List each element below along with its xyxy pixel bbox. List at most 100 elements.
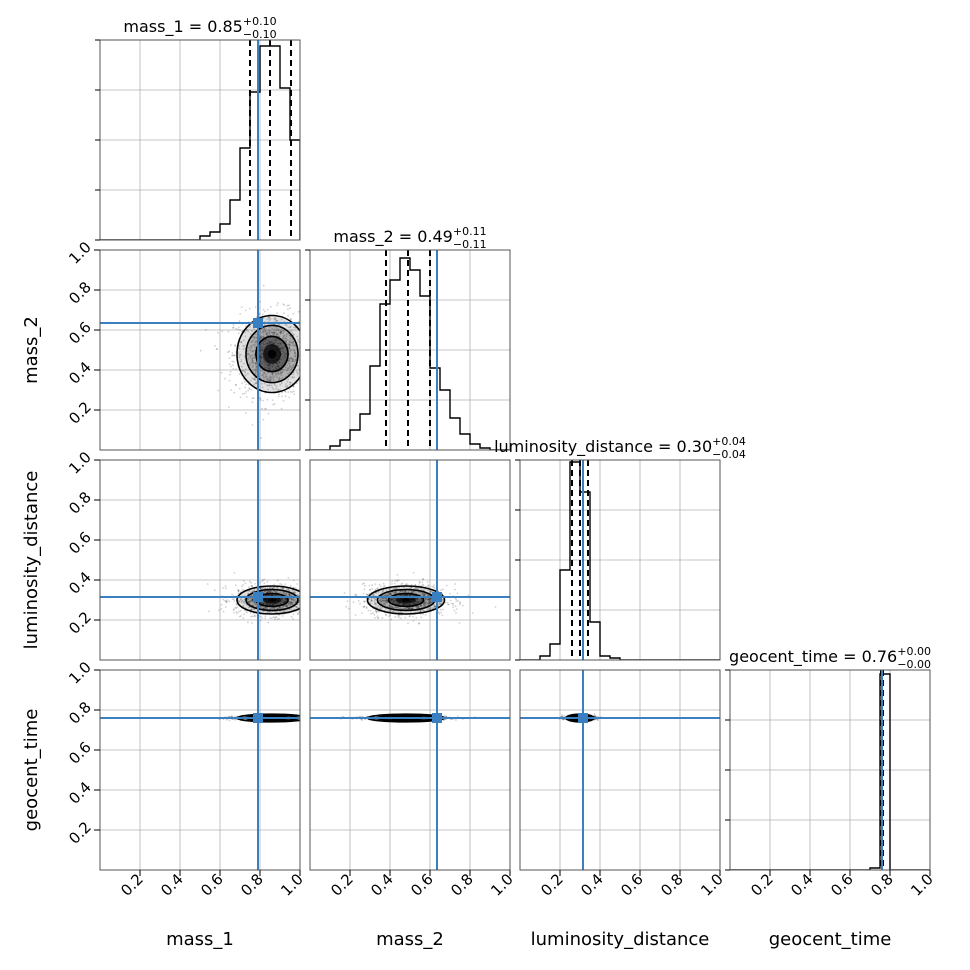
scatter-point: [263, 602, 266, 605]
scatter-point: [391, 583, 393, 585]
scatter-point: [379, 605, 381, 608]
scatter-point: [423, 601, 426, 603]
scatter-point: [265, 366, 268, 369]
scatter-point: [282, 599, 285, 602]
scatter-point: [238, 387, 241, 390]
scatter-point: [406, 603, 409, 606]
scatter-point: [422, 609, 425, 612]
scatter-point: [402, 603, 405, 606]
scatter-point: [415, 597, 417, 600]
scatter-point: [394, 591, 397, 594]
scatter-point: [384, 599, 387, 602]
scatter-point: [391, 599, 393, 602]
scatter-point: [290, 599, 293, 602]
scatter-point: [427, 602, 430, 605]
scatter-point: [232, 354, 235, 357]
scatter-point: [284, 337, 287, 340]
scatter-point: [429, 603, 432, 605]
scatter-point: [302, 715, 304, 717]
scatter-point: [424, 605, 427, 607]
scatter-point: [268, 330, 271, 332]
scatter-point: [305, 715, 307, 717]
scatter-point: [228, 406, 230, 408]
scatter-point: [316, 388, 318, 390]
scatter-point: [325, 616, 327, 618]
scatter-point: [411, 603, 414, 606]
scatter-point: [420, 604, 423, 607]
scatter-point: [275, 368, 278, 371]
scatter-point: [384, 598, 387, 600]
scatter-point: [266, 384, 268, 386]
scatter-point: [374, 603, 376, 605]
scatter-point: [311, 599, 313, 601]
scatter-point: [363, 582, 365, 585]
scatter-point: [253, 378, 256, 381]
scatter-point: [305, 362, 307, 364]
scatter-point: [301, 343, 303, 345]
scatter-point: [266, 375, 268, 378]
scatter-point: [253, 603, 256, 606]
scatter-point: [244, 374, 247, 377]
scatter-point: [279, 372, 282, 375]
scatter-point: [268, 319, 271, 322]
scatter-point: [260, 337, 263, 339]
scatter-point: [267, 611, 269, 613]
scatter-point: [412, 616, 414, 618]
scatter-point: [308, 594, 310, 596]
scatter-point: [250, 598, 253, 601]
truth-marker: [253, 713, 263, 723]
scatter-point: [298, 324, 300, 327]
scatter-point: [302, 321, 304, 323]
scatter-point: [301, 716, 303, 718]
scatter-point: [307, 719, 309, 721]
scatter-point: [262, 340, 265, 342]
scatter-point: [264, 372, 266, 375]
scatter-point: [285, 340, 288, 343]
scatter-point: [283, 304, 286, 306]
scatter-point: [276, 365, 279, 368]
scatter-point: [426, 598, 429, 601]
scatter-point: [259, 359, 262, 361]
scatter-point: [374, 598, 377, 601]
scatter-point: [394, 592, 397, 595]
scatter-point: [250, 345, 252, 347]
scatter-point: [430, 597, 432, 600]
scatter-point: [252, 343, 255, 346]
scatter-point: [418, 581, 421, 583]
scatter-point: [277, 389, 280, 391]
scatter-point: [283, 592, 286, 595]
scatter-point: [303, 717, 305, 719]
scatter-point: [275, 333, 278, 336]
scatter-point: [427, 598, 430, 601]
scatter-point: [261, 342, 264, 345]
scatter-point: [254, 368, 256, 371]
scatter-point: [263, 360, 266, 362]
contour-2: [387, 592, 425, 608]
scatter-point: [277, 378, 280, 381]
scatter-point: [281, 615, 284, 617]
scatter-point: [292, 358, 294, 360]
scatter-point: [304, 718, 306, 720]
scatter-point: [286, 364, 289, 367]
scatter-point: [296, 593, 299, 596]
scatter-point: [441, 598, 444, 601]
scatter-point: [291, 338, 294, 341]
scatter-point: [293, 599, 296, 602]
scatter-point: [391, 580, 394, 582]
scatter-point: [414, 601, 416, 604]
scatter-point: [403, 603, 405, 606]
scatter-point: [304, 716, 306, 718]
scatter-point: [224, 599, 227, 602]
scatter-point: [252, 604, 255, 607]
scatter-point: [395, 606, 397, 609]
scatter-point: [402, 586, 405, 589]
scatter-point: [229, 373, 231, 376]
scatter-point: [304, 599, 306, 601]
scatter-point: [376, 606, 379, 609]
scatter-point: [399, 590, 402, 593]
scatter-point: [266, 343, 268, 345]
scatter-point: [289, 602, 292, 605]
scatter-point: [267, 363, 270, 366]
scatter-point: [390, 598, 393, 601]
scatter-point: [389, 609, 392, 612]
